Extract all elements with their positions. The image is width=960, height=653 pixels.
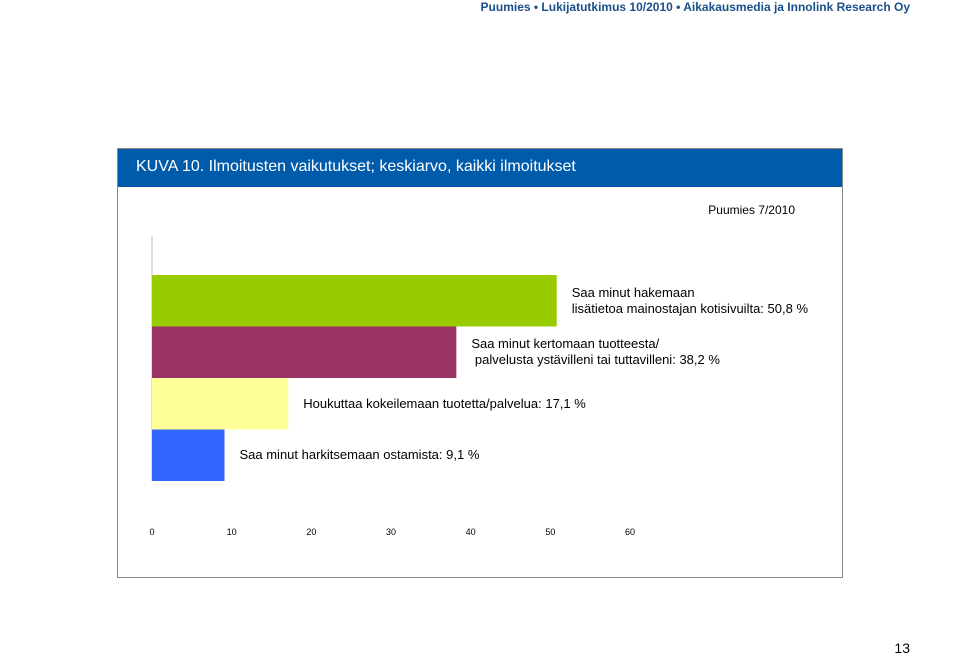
value-label: 38,2 %: [679, 352, 720, 368]
category-label: Saa minut harkitsemaan ostamista:: [239, 447, 443, 463]
category-label: Houkuttaa kokeilemaan tuotetta/palvelua:: [303, 395, 542, 411]
chart-title: KUVA 10. Ilmoitusten vaikutukset; keskia…: [136, 158, 576, 175]
value-label: 50,8 %: [767, 300, 809, 316]
x-tick-label: 20: [306, 527, 316, 537]
category-label: Saa minut kertomaan tuotteesta/ palvelus…: [471, 336, 676, 368]
title-bar: [118, 149, 842, 187]
page-number: 13: [894, 640, 910, 653]
category-label: Saa minut hakemaan lisätietoa mainostaja…: [571, 284, 764, 316]
value-label: 9,1 %: [446, 447, 480, 463]
chart-subtitle: Puumies 7/2010: [708, 203, 795, 217]
page-header: Puumies • Lukijatutkimus 10/2010 • Aikak…: [480, 0, 910, 14]
x-tick-label: 0: [149, 527, 154, 537]
chart-frame: [117, 148, 843, 578]
bar: [152, 429, 225, 481]
x-tick-label: 50: [545, 527, 555, 537]
data-label: Saa minut harkitsemaan ostamista: 9,1 %: [239, 447, 479, 463]
data-label: Houkuttaa kokeilemaan tuotetta/palvelua:…: [303, 396, 586, 412]
x-tick-label: 30: [386, 527, 396, 537]
x-tick-label: 40: [466, 527, 476, 537]
bar: [152, 275, 557, 327]
value-label: 17,1 %: [545, 395, 586, 411]
data-label: Saa minut kertomaan tuotteesta/ palvelus…: [471, 336, 720, 368]
data-label: Saa minut hakemaan lisätietoa mainostaja…: [572, 285, 808, 317]
bar: [152, 326, 457, 378]
bar: [152, 378, 289, 430]
x-tick-label: 10: [227, 527, 237, 537]
x-tick-label: 60: [625, 527, 635, 537]
